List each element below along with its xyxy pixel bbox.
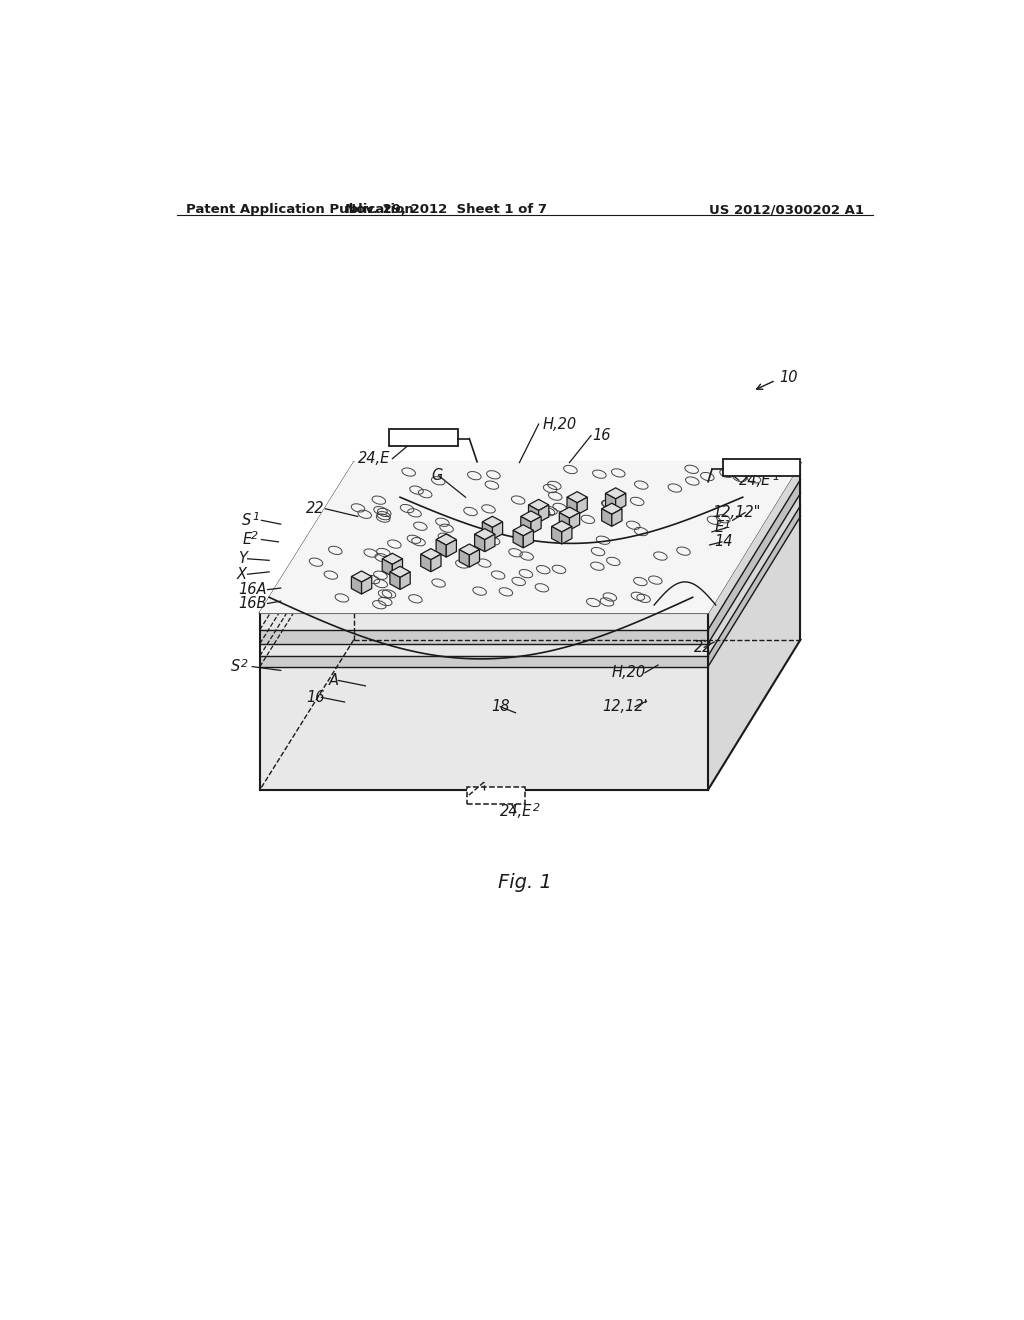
Polygon shape <box>539 506 549 523</box>
Bar <box>724 459 801 477</box>
Polygon shape <box>392 558 402 577</box>
Text: H,20: H,20 <box>611 665 646 680</box>
Text: E: E <box>714 520 724 536</box>
Polygon shape <box>482 516 503 528</box>
Polygon shape <box>382 558 392 577</box>
Polygon shape <box>421 549 441 560</box>
Polygon shape <box>605 494 615 511</box>
Text: Y: Y <box>239 552 247 566</box>
Polygon shape <box>513 531 523 548</box>
Polygon shape <box>569 512 580 531</box>
Text: H,20: H,20 <box>543 417 577 432</box>
Polygon shape <box>431 554 441 572</box>
Polygon shape <box>361 577 372 594</box>
Text: 22: 22 <box>694 640 713 655</box>
Text: 24,E: 24,E <box>739 473 771 488</box>
Polygon shape <box>602 508 611 527</box>
Polygon shape <box>521 511 541 521</box>
Polygon shape <box>260 656 708 667</box>
Text: 16: 16 <box>593 428 611 444</box>
Text: 16A: 16A <box>239 582 267 597</box>
Polygon shape <box>559 507 580 519</box>
Polygon shape <box>400 572 411 590</box>
Text: 24,E: 24,E <box>500 804 532 818</box>
Text: A: A <box>329 673 339 688</box>
Polygon shape <box>552 527 562 544</box>
Text: X: X <box>237 566 247 582</box>
Polygon shape <box>260 630 708 644</box>
Polygon shape <box>474 535 484 552</box>
Polygon shape <box>708 506 801 667</box>
Polygon shape <box>493 521 503 540</box>
Text: Patent Application Publication: Patent Application Publication <box>186 203 414 216</box>
Polygon shape <box>531 516 541 535</box>
Text: 2: 2 <box>252 532 259 541</box>
Text: S: S <box>230 659 240 675</box>
Polygon shape <box>459 544 479 556</box>
Polygon shape <box>260 462 801 612</box>
Text: Fig. 1: Fig. 1 <box>498 873 552 892</box>
Polygon shape <box>513 525 534 536</box>
Polygon shape <box>523 531 534 548</box>
Text: E: E <box>243 532 252 546</box>
Polygon shape <box>436 540 446 557</box>
Polygon shape <box>382 553 402 565</box>
Polygon shape <box>559 512 569 531</box>
Polygon shape <box>708 479 801 644</box>
Polygon shape <box>528 506 539 523</box>
Polygon shape <box>351 572 372 582</box>
Polygon shape <box>390 572 400 590</box>
Polygon shape <box>260 612 708 789</box>
Polygon shape <box>482 521 493 540</box>
Text: 16: 16 <box>306 690 325 705</box>
Polygon shape <box>605 488 626 499</box>
Polygon shape <box>578 498 588 515</box>
Text: 10: 10 <box>779 371 798 385</box>
Polygon shape <box>567 498 578 515</box>
Polygon shape <box>708 462 801 789</box>
Polygon shape <box>436 535 457 545</box>
Text: 24,E: 24,E <box>357 451 390 466</box>
Polygon shape <box>446 540 457 557</box>
Polygon shape <box>567 491 588 503</box>
Text: Nov. 29, 2012  Sheet 1 of 7: Nov. 29, 2012 Sheet 1 of 7 <box>345 203 547 216</box>
Polygon shape <box>351 577 361 594</box>
Text: S: S <box>243 512 252 528</box>
Polygon shape <box>552 521 572 532</box>
Text: 16B: 16B <box>239 595 267 611</box>
Polygon shape <box>469 549 479 568</box>
Polygon shape <box>602 503 622 515</box>
Text: G: G <box>431 469 442 483</box>
Bar <box>388 429 458 446</box>
Polygon shape <box>390 566 411 577</box>
Text: 2: 2 <box>532 804 540 813</box>
Polygon shape <box>459 549 469 568</box>
Text: 2: 2 <box>241 659 248 668</box>
Text: 1: 1 <box>252 512 259 523</box>
Polygon shape <box>528 499 549 511</box>
Text: 22: 22 <box>306 502 325 516</box>
Text: 1: 1 <box>772 473 779 482</box>
Text: 1: 1 <box>724 520 730 529</box>
Text: 14: 14 <box>714 535 733 549</box>
Polygon shape <box>421 554 431 572</box>
Bar <box>467 787 524 804</box>
Text: 18: 18 <box>490 700 509 714</box>
Polygon shape <box>521 516 531 535</box>
Polygon shape <box>611 508 622 527</box>
Text: 12,12": 12,12" <box>712 506 760 520</box>
Polygon shape <box>562 527 572 544</box>
Polygon shape <box>484 535 495 552</box>
Text: US 2012/0300202 A1: US 2012/0300202 A1 <box>709 203 863 216</box>
Text: 12,12': 12,12' <box>602 700 647 714</box>
Polygon shape <box>615 494 626 511</box>
Polygon shape <box>474 528 495 540</box>
